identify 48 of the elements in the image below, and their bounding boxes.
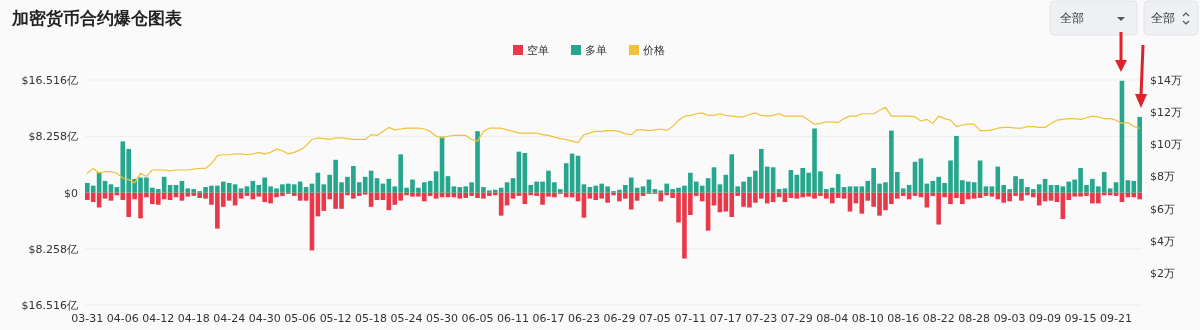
y2-tick-label: $4万 (1150, 234, 1175, 248)
x-tick-label: 03-31 (71, 312, 104, 325)
x-tick-label: 08-28 (958, 312, 991, 325)
x-tick-label: 09-15 (1064, 312, 1097, 325)
y-tick-label: $0 (64, 186, 78, 200)
x-tick-label: 05-12 (319, 312, 352, 325)
x-tick-label: 07-23 (745, 312, 778, 325)
y2-tick-label: $12万 (1150, 106, 1182, 120)
x-tick-label: 04-12 (142, 312, 175, 325)
x-tick-label: 08-22 (922, 312, 955, 325)
x-tick-label: 07-05 (638, 312, 671, 325)
x-tick-label: 06-17 (532, 312, 565, 325)
legend-label: 多单 (585, 44, 607, 57)
x-tick-label: 06-29 (603, 312, 636, 325)
x-tick-label: 06-23 (567, 312, 600, 325)
x-tick-label: 05-30 (426, 312, 459, 325)
y2-tick-label: $14万 (1150, 74, 1182, 87)
dropdown: 全部 (1049, 0, 1138, 36)
x-tick-label: 08-10 (851, 312, 884, 325)
x-tick-label: 07-17 (709, 312, 742, 325)
y-tick-label: $8.258亿 (28, 130, 78, 144)
x-tick-label: 09-03 (993, 312, 1026, 325)
y2-tick-label: $2万 (1150, 266, 1175, 280)
x-tick-label: 09-09 (1029, 312, 1062, 325)
y-tick-label: $16.516亿 (21, 299, 78, 312)
x-tick-label: 04-06 (106, 312, 139, 325)
chart-title: 加密货币合约爆仓图表 (11, 8, 183, 28)
x-tick-label: 07-11 (674, 312, 707, 325)
x-tick-label: 08-16 (887, 312, 920, 325)
x-tick-label: 04-24 (213, 312, 246, 325)
legend-label: 空单 (527, 44, 549, 57)
y2-tick-label: $6万 (1150, 202, 1175, 216)
x-tick-label: 06-05 (461, 312, 494, 325)
y2-tick-label: $8万 (1150, 170, 1175, 184)
x-tick-label: 08-04 (816, 312, 849, 325)
x-tick-label: 04-18 (177, 312, 210, 325)
legend-label: 价格 (642, 44, 665, 57)
x-tick-label: 04-30 (248, 312, 281, 325)
y-tick-label: $16.516亿 (21, 74, 78, 87)
y-tick-label: $8.258亿 (28, 242, 78, 256)
x-tick-label: 06-11 (497, 312, 529, 325)
x-tick-label: 05-18 (355, 312, 388, 325)
x-tick-label: 05-06 (284, 312, 317, 325)
select-box: 全部 (1143, 0, 1199, 36)
x-tick-label: 07-29 (780, 312, 813, 325)
x-tick-label: 05-24 (390, 312, 423, 325)
y2-tick-label: $10万 (1150, 138, 1182, 152)
x-tick-label: 09-21 (1100, 312, 1133, 325)
